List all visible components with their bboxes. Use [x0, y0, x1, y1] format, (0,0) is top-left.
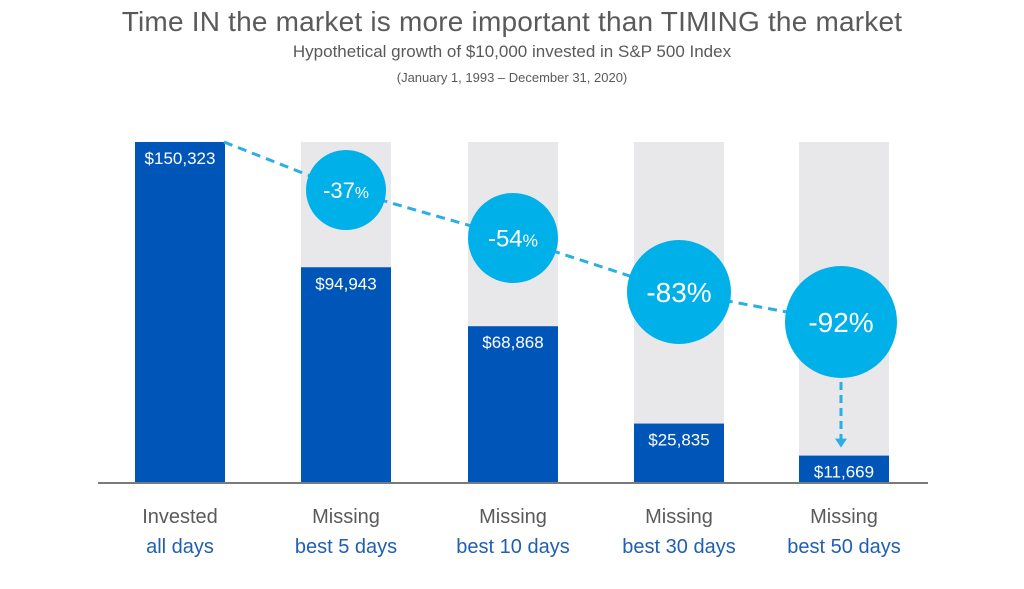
value-label-0: $150,323 [145, 149, 216, 168]
category-label-line1-3: Missing [645, 506, 713, 528]
category-label-line2-0: all days [146, 536, 214, 558]
change-circle-1 [306, 150, 386, 230]
category-label-line2-4: best 50 days [787, 536, 900, 558]
bar-3 [634, 423, 724, 482]
change-label-3: -83% [646, 277, 711, 308]
category-label-line1-2: Missing [479, 506, 547, 528]
bar-1 [301, 267, 391, 482]
chart-subtitle: Hypothetical growth of $10,000 invested … [292, 42, 732, 61]
bar-0 [135, 142, 225, 482]
change-circle-4 [785, 266, 897, 378]
category-label-line2-2: best 10 days [456, 536, 569, 558]
category-label-line1-1: Missing [312, 506, 380, 528]
value-label-3: $25,835 [648, 431, 709, 450]
change-circle-3 [627, 240, 731, 344]
value-label-2: $68,868 [482, 333, 543, 352]
arrow-head-icon [835, 438, 847, 448]
category-label-line1-0: Invested [142, 506, 218, 528]
category-label-line1-4: Missing [810, 506, 878, 528]
change-circle-2 [468, 193, 558, 283]
bar-2 [468, 326, 558, 482]
bar-4 [799, 455, 889, 482]
chart-date-range: (January 1, 1993 – December 31, 2020) [396, 70, 628, 85]
chart-title: Time IN the market is more important tha… [121, 6, 903, 37]
category-label-line2-1: best 5 days [295, 536, 397, 558]
category-label-line2-3: best 30 days [622, 536, 735, 558]
change-label-4: -92% [808, 307, 873, 338]
change-label-2: -54% [488, 226, 538, 253]
value-label-1: $94,943 [315, 274, 376, 293]
change-label-1: -37% [323, 178, 369, 203]
value-label-4: $11,669 [814, 463, 874, 482]
